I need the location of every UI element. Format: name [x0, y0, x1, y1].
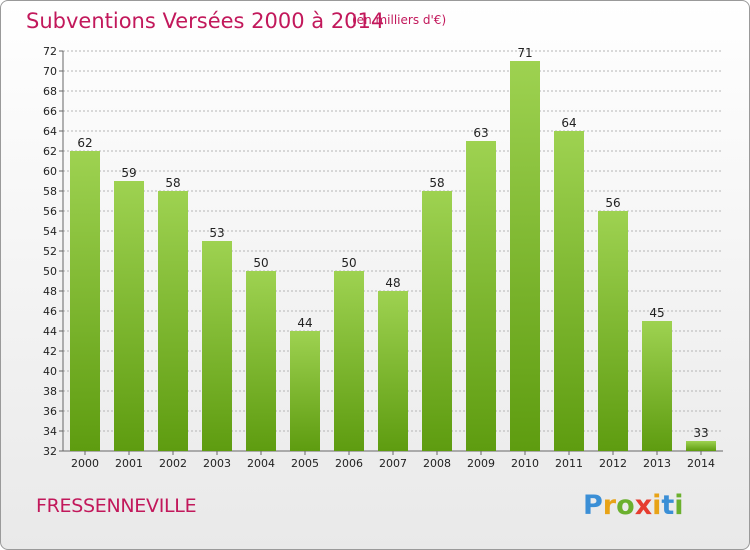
logo-letter: r — [602, 490, 617, 521]
data-label-2005: 44 — [297, 316, 312, 330]
bar-2004 — [246, 271, 276, 451]
bar-2011 — [554, 131, 584, 451]
commune-name: FRESSENNEVILLE — [36, 495, 197, 517]
x-tick-label: 2002 — [159, 457, 187, 470]
y-tick-label: 38 — [43, 385, 57, 398]
logo-letter: t — [661, 490, 675, 521]
bar-2002 — [158, 191, 188, 451]
bar-2003 — [202, 241, 232, 451]
bar-2010 — [510, 61, 540, 451]
y-tick-label: 48 — [43, 285, 57, 298]
bar-2006 — [334, 271, 364, 451]
data-label-2012: 56 — [605, 196, 620, 210]
bar-2000 — [70, 151, 100, 451]
x-tick-label: 2001 — [115, 457, 143, 470]
data-label-2013: 45 — [649, 306, 664, 320]
data-label-2007: 48 — [385, 276, 400, 290]
y-tick-label: 52 — [43, 245, 57, 258]
y-tick-label: 62 — [43, 145, 57, 158]
x-tick-label: 2004 — [247, 457, 275, 470]
chart-subtitle: (en milliers d'€) — [352, 13, 447, 27]
data-label-2010: 71 — [517, 46, 532, 60]
x-tick-label: 2014 — [687, 457, 715, 470]
data-label-2004: 50 — [253, 256, 268, 270]
y-tick-label: 54 — [43, 225, 57, 238]
logo-letter: i — [652, 490, 662, 521]
y-tick-label: 40 — [43, 365, 57, 378]
logo-letter: x — [634, 490, 653, 521]
data-label-2001: 59 — [121, 166, 136, 180]
chart-title: Subventions Versées 2000 à 2014 — [26, 9, 385, 33]
data-label-2003: 53 — [209, 226, 224, 240]
data-label-2009: 63 — [473, 126, 488, 140]
x-tick-label: 2008 — [423, 457, 451, 470]
y-tick-label: 34 — [43, 425, 57, 438]
y-tick-label: 46 — [43, 305, 57, 318]
data-label-2011: 64 — [561, 116, 576, 130]
bar-2012 — [598, 211, 628, 451]
y-tick-label: 60 — [43, 165, 57, 178]
bar-2008 — [422, 191, 452, 451]
bar-2013 — [642, 321, 672, 451]
data-label-2000: 62 — [77, 136, 92, 150]
y-tick-label: 58 — [43, 185, 57, 198]
bar-2001 — [114, 181, 144, 451]
x-tick-label: 2011 — [555, 457, 583, 470]
data-label-2006: 50 — [341, 256, 356, 270]
axes: 32 34 36 38 40 42 44 46 48 50 52 54 56 58 60 62 64 66 68 70… — [43, 45, 723, 470]
x-tick-label: 2000 — [71, 457, 99, 470]
y-tick-label: 32 — [43, 445, 57, 458]
proxiti-logo: Proxiti — [583, 490, 684, 521]
data-label-2002: 58 — [165, 176, 180, 190]
y-tick-label: 70 — [43, 65, 57, 78]
x-tick-label: 2013 — [643, 457, 671, 470]
x-tick-label: 2012 — [599, 457, 627, 470]
y-tick-label: 66 — [43, 105, 57, 118]
bar-2007 — [378, 291, 408, 451]
y-tick-label: 64 — [43, 125, 57, 138]
data-labels: 62 59 58 53 50 44 50 48 58 63 71 64 56 45 33 — [77, 46, 708, 440]
y-tick-label: 42 — [43, 345, 57, 358]
x-tick-label: 2007 — [379, 457, 407, 470]
x-tick-label: 2006 — [335, 457, 363, 470]
data-label-2014: 33 — [693, 426, 708, 440]
x-tick-label: 2010 — [511, 457, 539, 470]
y-tick-label: 44 — [43, 325, 57, 338]
y-tick-label: 72 — [43, 45, 57, 58]
x-tick-label: 2009 — [467, 457, 495, 470]
y-tick-label: 68 — [43, 85, 57, 98]
logo-letter: o — [616, 490, 635, 521]
x-tick-label: 2003 — [203, 457, 231, 470]
data-label-2008: 58 — [429, 176, 444, 190]
logo-letter: P — [583, 490, 603, 521]
bar-2005 — [290, 331, 320, 451]
y-tick-label: 50 — [43, 265, 57, 278]
bars — [70, 61, 716, 451]
logo-letter: i — [674, 490, 684, 521]
bar-2014 — [686, 441, 716, 451]
x-tick-label: 2005 — [291, 457, 319, 470]
bar-2009 — [466, 141, 496, 451]
y-tick-label: 36 — [43, 405, 57, 418]
y-tick-label: 56 — [43, 205, 57, 218]
